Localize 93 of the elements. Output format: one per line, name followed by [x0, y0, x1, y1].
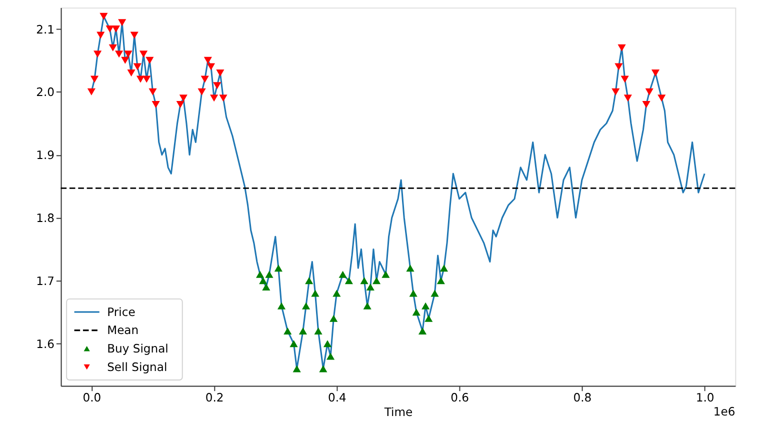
legend-label: Sell Signal	[107, 360, 168, 374]
point	[311, 290, 320, 297]
point	[112, 25, 120, 32]
x-tick-label: 0.6	[450, 390, 469, 405]
point	[106, 25, 114, 32]
y-tick-label: 1.9	[36, 148, 55, 162]
point	[642, 100, 650, 108]
point	[127, 70, 136, 77]
point	[418, 328, 427, 335]
point	[412, 308, 420, 316]
point	[146, 56, 154, 64]
point	[152, 100, 160, 108]
point	[440, 264, 448, 272]
point	[290, 340, 298, 348]
point	[406, 264, 414, 272]
point	[94, 50, 102, 58]
point	[326, 352, 335, 360]
point	[90, 76, 99, 83]
point	[204, 56, 212, 64]
point	[344, 277, 353, 284]
point	[658, 94, 666, 102]
point	[176, 100, 184, 108]
x-tick-label: 0.0	[82, 390, 102, 405]
point	[100, 12, 108, 20]
point	[319, 365, 328, 372]
point	[262, 283, 270, 290]
point	[614, 63, 623, 70]
x-tick-label: 0.8	[573, 390, 592, 405]
point	[363, 302, 372, 310]
point	[133, 63, 142, 70]
legend-label: Price	[107, 304, 136, 319]
point	[298, 328, 307, 335]
point	[118, 19, 126, 26]
point	[265, 270, 274, 278]
point	[305, 277, 314, 284]
point	[198, 88, 206, 96]
point	[360, 277, 368, 284]
x-tick-label: 0.4	[328, 390, 346, 405]
point	[216, 70, 224, 77]
text: 1e6	[713, 404, 736, 419]
point	[651, 70, 660, 77]
point	[422, 302, 430, 310]
point	[292, 365, 301, 372]
point	[114, 50, 124, 58]
point	[302, 302, 310, 310]
point	[200, 76, 209, 83]
point	[87, 88, 96, 96]
point	[424, 314, 433, 322]
point	[219, 94, 228, 102]
point	[323, 340, 332, 348]
point	[620, 76, 629, 83]
point	[274, 264, 282, 272]
point	[366, 283, 374, 290]
legend-label: Buy Signal	[107, 341, 168, 356]
y-tick-label: 1.6	[36, 336, 55, 351]
y-tick-label: 1.8	[36, 211, 55, 226]
point	[436, 277, 445, 284]
point	[140, 50, 148, 58]
point	[284, 328, 292, 335]
point	[259, 277, 268, 284]
point	[142, 76, 151, 83]
point	[148, 88, 157, 96]
point	[332, 290, 341, 297]
point	[612, 88, 620, 96]
point	[256, 270, 264, 278]
point	[409, 290, 418, 297]
point	[430, 290, 439, 297]
x-axis-title: Time	[383, 405, 413, 420]
x-tick-label: 0.2	[205, 390, 224, 405]
point	[121, 56, 130, 64]
point	[213, 82, 222, 90]
point	[124, 50, 132, 58]
point	[277, 302, 286, 310]
point	[210, 94, 218, 102]
point	[382, 270, 390, 278]
point	[624, 94, 632, 102]
point	[314, 328, 322, 335]
point	[618, 44, 626, 52]
point	[645, 88, 654, 96]
point	[179, 94, 188, 102]
point	[206, 63, 216, 70]
point	[136, 76, 145, 83]
y-tick-label: 2.0	[36, 85, 55, 100]
y-tick-label: 2.1	[36, 22, 55, 36]
point	[330, 314, 338, 322]
point	[108, 44, 117, 52]
y-tick-label: 1.7	[36, 274, 55, 288]
x-tick-label: 1.0	[696, 390, 714, 405]
point	[96, 32, 105, 39]
legend-label: Mean	[107, 323, 139, 338]
point	[372, 277, 381, 284]
point	[130, 32, 138, 39]
point	[338, 270, 347, 278]
